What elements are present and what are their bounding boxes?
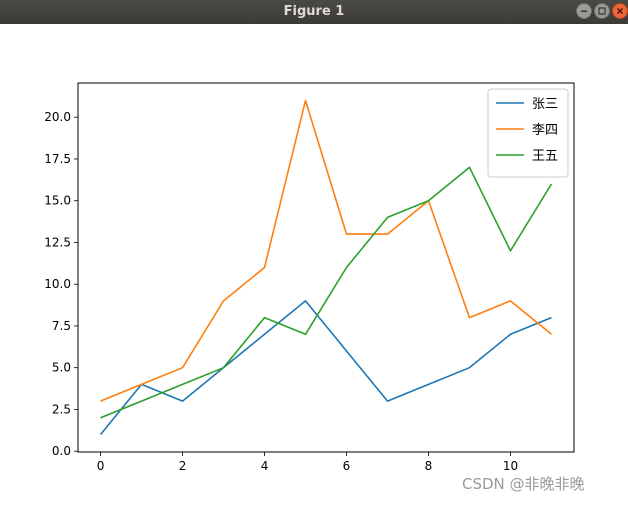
window-titlebar[interactable]: Figure 1	[0, 0, 628, 24]
y-tick-label: 7.5	[52, 319, 71, 333]
x-tick-label: 4	[261, 459, 269, 473]
figure-canvas: 0 2 4 6 8 10 0.0 2.5 5.0 7.5 10.0 12.5 15.0 17.5 20.0…	[0, 24, 628, 504]
x-tick-label: 10	[503, 459, 518, 473]
y-tick-label: 0.0	[52, 444, 71, 458]
minimize-icon[interactable]	[576, 3, 592, 19]
watermark-text: CSDN @非晚非晚	[462, 475, 585, 493]
y-tick-label: 5.0	[52, 361, 71, 375]
series-line-1	[100, 99, 552, 402]
x-tick-label: 6	[343, 459, 351, 473]
close-icon[interactable]	[612, 3, 628, 19]
window-title: Figure 1	[283, 4, 345, 19]
plot-frame	[77, 82, 575, 453]
y-tick-label: 20.0	[44, 110, 71, 124]
y-tick-label: 17.5	[44, 152, 71, 166]
series-line-2	[100, 166, 553, 419]
y-tick-label: 15.0	[44, 194, 71, 208]
legend-label: 张三	[532, 97, 558, 112]
x-tick-label: 2	[179, 459, 187, 473]
line-chart: 0 2 4 6 8 10 0.0 2.5 5.0 7.5 10.0 12.5 15.0 17.5 20.0…	[44, 82, 575, 473]
x-tick-label: 8	[425, 459, 433, 473]
legend-label: 李四	[532, 123, 558, 138]
series-line-0	[99, 300, 552, 435]
y-tick-label: 2.5	[52, 402, 71, 416]
x-tick-label: 0	[97, 459, 105, 473]
legend-label: 王五	[532, 149, 558, 164]
y-tick-label: 12.5	[44, 235, 71, 249]
maximize-icon[interactable]	[594, 3, 610, 19]
y-tick-label: 10.0	[44, 277, 71, 291]
